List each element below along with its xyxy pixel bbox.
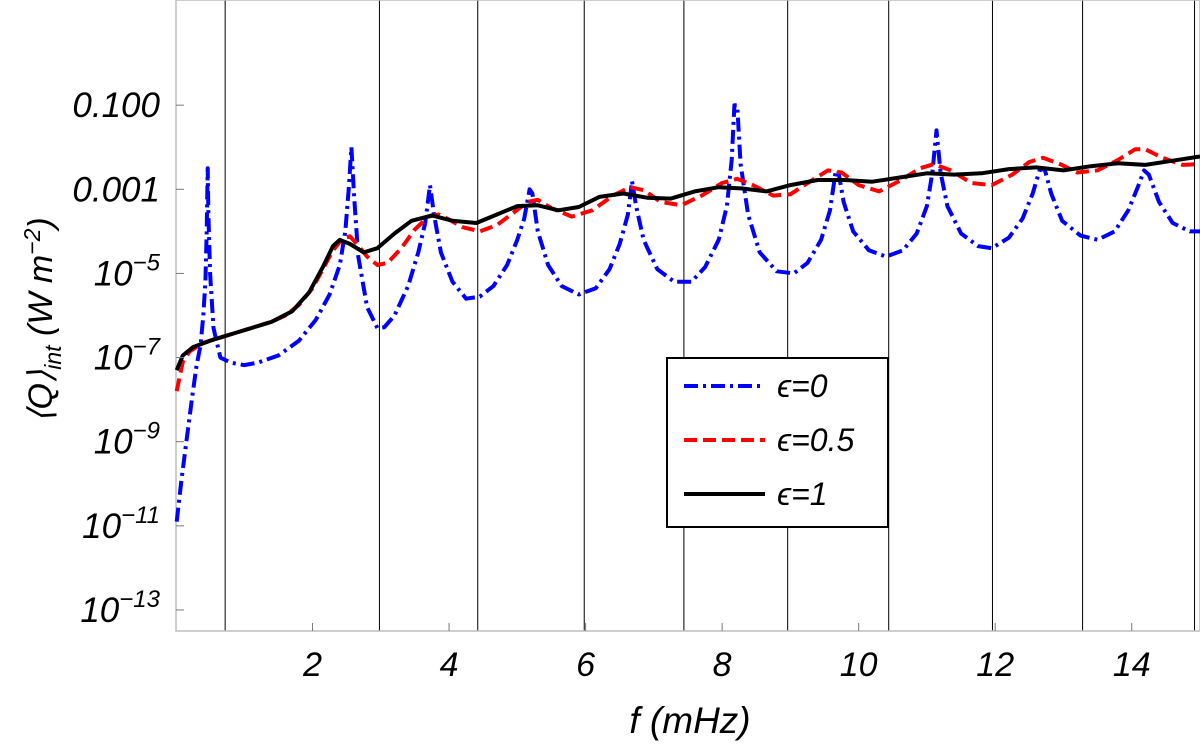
- series-layer: [174, 103, 1200, 522]
- y-axis-title: ⟨Q⟩int (W m−2): [19, 217, 66, 422]
- x-tick-label: 2: [302, 646, 322, 684]
- y-tick-label: 10−11: [82, 502, 160, 546]
- vertical-gridlines: [224, 0, 1196, 631]
- y-tick-label: 10−5: [94, 249, 161, 293]
- x-ticks: 2 4 6 8 10 12 14: [302, 623, 1151, 684]
- y-tick-label: 10−13: [80, 586, 160, 630]
- y-tick-label: 10−7: [94, 334, 162, 378]
- x-axis-title: f (mHz): [629, 700, 750, 741]
- legend-label-2: ϵ=1: [777, 476, 828, 512]
- y-ticks: 0.100 0.001 10−5 10−7 10−9 10−11 10−13: [72, 86, 184, 630]
- x-tick-label: 10: [840, 646, 878, 684]
- x-tick-label: 8: [713, 646, 732, 684]
- series-line-1: [174, 147, 1200, 392]
- legend: ϵ=0 ϵ=0.5 ϵ=1: [666, 357, 889, 528]
- series-line-0: [174, 103, 1200, 522]
- x-tick-label: 4: [440, 646, 459, 684]
- series-line-2: [174, 154, 1200, 371]
- y-tick-label: 10−9: [94, 418, 160, 462]
- x-tick-label: 6: [576, 646, 595, 684]
- x-tick-label: 14: [1113, 646, 1151, 684]
- x-tick-label: 12: [976, 646, 1014, 684]
- legend-label-0: ϵ=0: [777, 368, 828, 404]
- y-tick-label: 0.001: [72, 170, 160, 209]
- legend-label-1: ϵ=0.5: [777, 422, 854, 458]
- plot-frame: [175, 0, 1200, 632]
- y-tick-label: 0.100: [72, 86, 160, 125]
